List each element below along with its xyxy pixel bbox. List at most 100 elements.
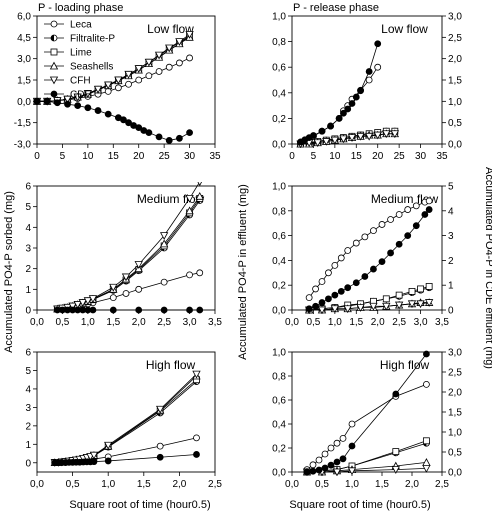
point-cfh [330,136,340,145]
legend-label: Lime [70,48,92,59]
point-cde [156,453,164,461]
y-tick-label: 0,4 [272,420,286,431]
chart-release-high: 0,0 0,5 1,0 1,5 2,0 2,50,00,20,40,60,81,00,00… [272,348,462,491]
y-tick-label: -1,5 [14,118,32,129]
point-leca [109,294,117,302]
point-cde [165,137,173,144]
x-tick-label: 35 [436,151,448,162]
x-tick-label: 0,5 [55,317,69,328]
point-cfh [197,182,203,187]
y-tick-label: 1,5 [17,76,31,87]
point-cfh [88,295,98,303]
point-cfh [104,441,113,450]
shared-xlabel-left: Square root of time (hour0.5) [69,499,210,511]
legend-entry-filtralite-p: Filtralite-P [44,34,115,45]
shared-ylabel-left: Accumulated PO4-P sorbed (mg) [3,191,15,353]
point-leca [125,80,132,88]
x-tick-label: 0,5 [306,317,320,328]
y-tick-label: 0,8 [272,372,286,383]
point-seashells [159,239,169,248]
point-seashells [185,206,194,215]
point-cde [387,249,394,257]
x-tick-label: 15 [351,151,363,162]
chart-release-low: 0 5 10 15 20 25 30 350,00,20,40,60,81,00,00,51,… [272,12,462,163]
point-cde [135,306,143,314]
x-tick-label: 30 [415,151,427,162]
x-tick-label: 5 [60,151,66,162]
point-cfh [134,261,143,269]
y2-tick-label: 2 [448,256,454,267]
chart-release-medium: 0,0 0,5 1,0 1,5 2,0 2,5 3,0 3,5 0,0 0,2 0,4 0,6 0,8 1… [272,182,454,329]
series-cde [53,306,204,314]
y-tick-label: 0,0 [17,97,31,108]
phase-label-release: P - release phase [293,2,379,14]
point-lime [382,295,390,303]
x-tick-label: 25 [394,151,406,162]
x-tick-label: 20 [133,151,145,162]
point-cfh [154,51,164,60]
plot-area-release-low [296,40,400,148]
series-cde [297,40,382,146]
point-cde [327,461,335,469]
point-cde [318,127,326,135]
point-cfh [185,31,194,39]
point-cde [145,129,153,137]
series-cde [33,97,193,144]
point-leca [325,269,332,277]
x-tick-label: 2,0 [132,317,146,328]
y2-tick-label: 0,5 [448,118,462,129]
point-cde [339,455,347,463]
y-tick-label: 0,6 [272,231,286,242]
series-line-cde [300,43,379,143]
point-cfh [192,370,201,379]
y-tick-label: 0,0 [272,140,286,151]
point-leca [321,450,329,458]
point-cfh [93,85,103,94]
legend-label: Filtralite-P [70,34,115,45]
y-tick-label: 1 [25,285,31,296]
y2-tick-label: 1,5 [448,408,462,419]
x-tick-label: 1,0 [328,317,342,328]
x-tick-label: 1,5 [137,479,151,490]
point-cde [312,302,319,310]
point-leca [145,72,153,80]
series-leca [305,197,433,302]
point-lime [425,283,433,290]
point-leca [155,68,163,75]
point-leca [186,271,193,279]
point-cde [186,306,193,314]
series-filtralite-p [51,378,200,466]
point-leca [395,211,403,218]
y2-tick-label: 2,0 [448,54,462,65]
x-tick-label: 2,5 [157,317,171,328]
point-cfh [391,466,400,474]
x-tick-label: 10 [329,151,341,162]
point-cde [309,467,317,475]
point-leca [114,84,122,92]
x-tick-label: 10 [82,151,94,162]
point-cfh [165,44,174,53]
point-leca [318,278,326,285]
point-cfh [63,95,72,104]
y-tick-label: 4 [25,223,31,234]
y2-tick-label: 3,0 [448,12,462,23]
shared-ylabel-mid: Accumulated PO4-P in effluent (mg) [237,184,249,360]
point-cfh [373,131,382,140]
point-leca [412,202,420,210]
point-leca [348,420,356,428]
point-cfh [68,302,77,311]
legend-label: CDE [70,90,91,101]
y-tick-label: 5 [25,202,31,213]
legend-marker-leca [50,20,58,28]
point-cfh [369,302,378,311]
x-tick-label: 0,5 [315,479,329,490]
x-tick-label: 30 [184,151,196,162]
y2-tick-label: 3,0 [448,348,462,359]
point-cde [331,291,339,299]
y2-tick-label: 0,5 [448,448,462,459]
legend-entry-cfh: CFH [44,76,91,87]
y-tick-label: 0,4 [272,256,286,267]
point-cde [109,306,117,314]
point-cde [344,284,352,292]
